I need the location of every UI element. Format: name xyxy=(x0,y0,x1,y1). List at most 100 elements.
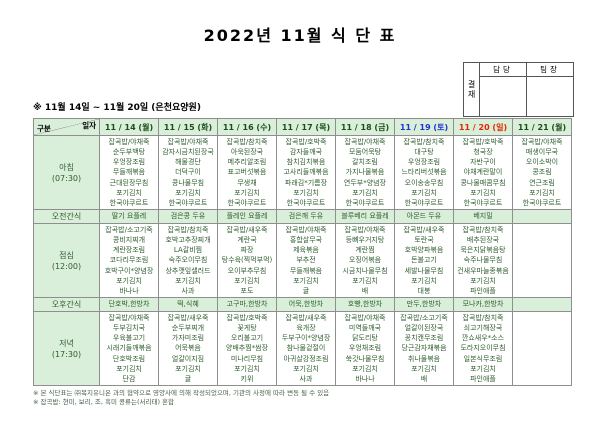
menu-item: 꽃게탕 xyxy=(237,323,257,332)
row-label-time: (12:00) xyxy=(51,261,82,271)
menu-item: 참치김치볶음 xyxy=(286,158,326,167)
row-label-text: 점심 xyxy=(59,250,74,260)
menu-item: 단감 xyxy=(122,375,136,383)
menu-item: 양배추찜*쌈장 xyxy=(225,344,269,353)
menu-item: 느타리버섯볶음 xyxy=(401,168,447,177)
menu-item: 아귀살강정조림 xyxy=(283,354,329,363)
menu-item: 포기김치 xyxy=(293,276,319,285)
menu-item: 부추전 xyxy=(296,256,316,265)
menu-item: 귤 xyxy=(302,287,310,295)
row-오후간식: 오후간식 단호박,한방차 떡,식혜 고구마,한방차 어묵,한방차 호빵,한방차 만두,한방차… xyxy=(33,297,572,312)
menu-item: 시금치나물무침 xyxy=(342,266,388,275)
menu-item: 해물경단 xyxy=(175,158,201,167)
menu-item: 잡곡밥/참치죽 xyxy=(462,225,504,234)
day-header-2: 11 / 15 (화) xyxy=(158,118,218,136)
menu-cell: 잡곡밥/새우죽 순두부찌개 가자미조림 어묵볶음 얼갈이지짐 포기김치 귤 xyxy=(158,311,218,386)
row-저녁: 저녁 (17:30) 잡곡밥/야채죽 두부김치국 우육불고기 시래기들깨볶음 단호박조림 포기… xyxy=(33,311,572,386)
menu-item: 포기김치 xyxy=(234,364,260,373)
menu-item: 포기김치 xyxy=(116,188,142,197)
snack-cell: 모나카,한방차 xyxy=(453,297,513,312)
menu-item: 돈불고기 xyxy=(411,256,437,265)
menu-item: 깐쇼새우*소스 xyxy=(461,334,505,343)
menu-item: 순두부백탕 xyxy=(112,147,146,156)
menu-item: 계란장조림 xyxy=(112,246,146,255)
menu-cell: 잡곡밥/호박죽 꽃게탕 오리불고기 양배추찜*쌈장 미나리무침 포기김치 키위 xyxy=(217,311,277,386)
menu-item: 숙주나물무침 xyxy=(463,256,503,265)
menu-item: 근대된장무침 xyxy=(109,178,149,187)
menu-item: 고사리들깨볶음 xyxy=(283,168,329,177)
menu-item: 블루베리 요플레 xyxy=(341,212,389,220)
approval-col-timjang-header: 팀장 xyxy=(527,63,573,77)
snack-cell: 블루베리 요플레 xyxy=(335,209,395,224)
row-label-time: (07:30) xyxy=(51,173,82,183)
menu-item: 배 xyxy=(361,287,369,295)
menu-item: 매생이무국 xyxy=(525,147,559,156)
menu-item: 베지밀 xyxy=(473,212,493,220)
menu-item: 잡곡밥/야채죽 xyxy=(344,137,386,146)
menu-cell: 잡곡밥/야채죽 등뼈우거지탕 계란찜 오징어볶음 시금치나물무침 포기김치 배 xyxy=(335,223,395,298)
menu-item: 포기김치 xyxy=(293,188,319,197)
menu-cell: 잡곡밥/소고기죽 콩비지찌개 계란장조림 코다리무조림 호박구이*양념장 포기김치 바나나 xyxy=(99,223,159,298)
menu-item: LA갈비찜 xyxy=(173,246,203,255)
day-header-3: 11 / 16 (수) xyxy=(217,118,277,136)
menu-item: 두부김치국 xyxy=(112,323,146,332)
menu-item: 오이소박이 xyxy=(525,158,559,167)
menu-item: 파인애플 xyxy=(470,287,496,295)
snack-cell: 떡,식혜 xyxy=(158,297,218,312)
menu-item: 가자미조림 xyxy=(171,334,205,343)
snack-cell xyxy=(512,297,572,312)
menu-item: 단호박,한방차 xyxy=(108,300,150,308)
menu-item: 떡,식혜 xyxy=(177,300,199,308)
menu-item: 사과 xyxy=(181,287,195,295)
menu-item: 더덕구이 xyxy=(175,168,201,177)
menu-item: 연두부*양념장 xyxy=(343,178,387,187)
menu-item: 호박구이*양념장 xyxy=(104,266,154,275)
menu-item: 잡곡밥/야채죽 xyxy=(108,313,150,322)
menu-item: 배추된장국 xyxy=(466,235,500,244)
menu-cell: 잡곡밥/참치죽 호박고추장찌개 LA갈비찜 숙주오이무침 상추깻잎샐러드 포기김치 사과 xyxy=(158,223,218,298)
menu-item: 미나리무침 xyxy=(230,354,264,363)
menu-item: 파인애플 xyxy=(470,375,496,383)
menu-item: 계란찜 xyxy=(355,246,375,255)
menu-item: 배 xyxy=(420,375,428,383)
menu-item: 한국야쿠르트 xyxy=(227,199,267,207)
snack-cell: 플레인 요플레 xyxy=(217,209,277,224)
menu-item: 가지나물볶음 xyxy=(345,168,385,177)
row-아침: 아침 (07:30) 잡곡밥/야채죽 순두부백탕 우엉장조림 무들깨볶음 근대된장무침 포기김… xyxy=(33,135,572,210)
menu-item: 바나나 xyxy=(119,287,139,295)
menu-item: 어묵,한방차 xyxy=(288,300,324,308)
menu-item: 쑥갓나물무침 xyxy=(345,354,385,363)
menu-item: 대봉 xyxy=(417,287,431,295)
menu-item: 귤 xyxy=(184,375,192,383)
day-header-7: 11 / 20 (일) xyxy=(453,118,513,136)
menu-item: 아몬드 두유 xyxy=(406,212,442,220)
menu-item: 잡곡밥/야채죽 xyxy=(344,313,386,322)
row-label: 저녁 (17:30) xyxy=(33,311,100,386)
snack-cell: 딸기 요플레 xyxy=(99,209,159,224)
menu-cell: 잡곡밥/참치죽 아욱된장국 메추리알조림 표고버섯볶음 무생채 포기김치 한국야쿠르트 xyxy=(217,135,277,210)
menu-item: 토란국 xyxy=(414,235,434,244)
snack-cell: 만두,한방차 xyxy=(394,297,454,312)
menu-item: 잡곡밥/새우죽 xyxy=(285,313,327,322)
menu-item: 잡곡밥/호박죽 xyxy=(226,313,268,322)
menu-cell: 잡곡밥/참치죽 쇠고기해장국 깐쇼새우*소스 도라지오이무침 일본식무조림 포기김치 파인애… xyxy=(453,311,513,386)
menu-cell: 잡곡밥/야채죽 두부김치국 우육불고기 시래기들깨볶음 단호박조림 포기김치 단감 xyxy=(99,311,159,386)
menu-item: 콩조림 xyxy=(532,168,552,177)
menu-item: 콩나물매콤무침 xyxy=(460,178,506,187)
snack-cell: 베지밀 xyxy=(453,209,513,224)
menu-item: 아욱된장국 xyxy=(230,147,264,156)
menu-item: 감자시금치된장국 xyxy=(162,147,214,156)
menu-item: 잡곡밥/야채죽 xyxy=(167,137,209,146)
menu-item: 잡곡밥/새우죽 xyxy=(403,225,445,234)
menu-item: 모둠어묵탕 xyxy=(348,147,382,156)
menu-item: 취나물볶음 xyxy=(407,354,441,363)
menu-item: 잡곡밥/야채죽 xyxy=(344,225,386,234)
row-label-text: 아침 xyxy=(59,162,74,172)
menu-item: 플레인 요플레 xyxy=(226,212,268,220)
menu-item: 오이송송무침 xyxy=(404,178,444,187)
day-header-4: 11 / 17 (목) xyxy=(276,118,336,136)
menu-cell: 잡곡밥/새우죽 토란국 호박양파볶음 돈불고기 세발나물무침 포기김치 대봉 xyxy=(394,223,454,298)
menu-item: 우엉장조림 xyxy=(112,158,146,167)
menu-item: 한국야쿠르트 xyxy=(109,199,149,207)
